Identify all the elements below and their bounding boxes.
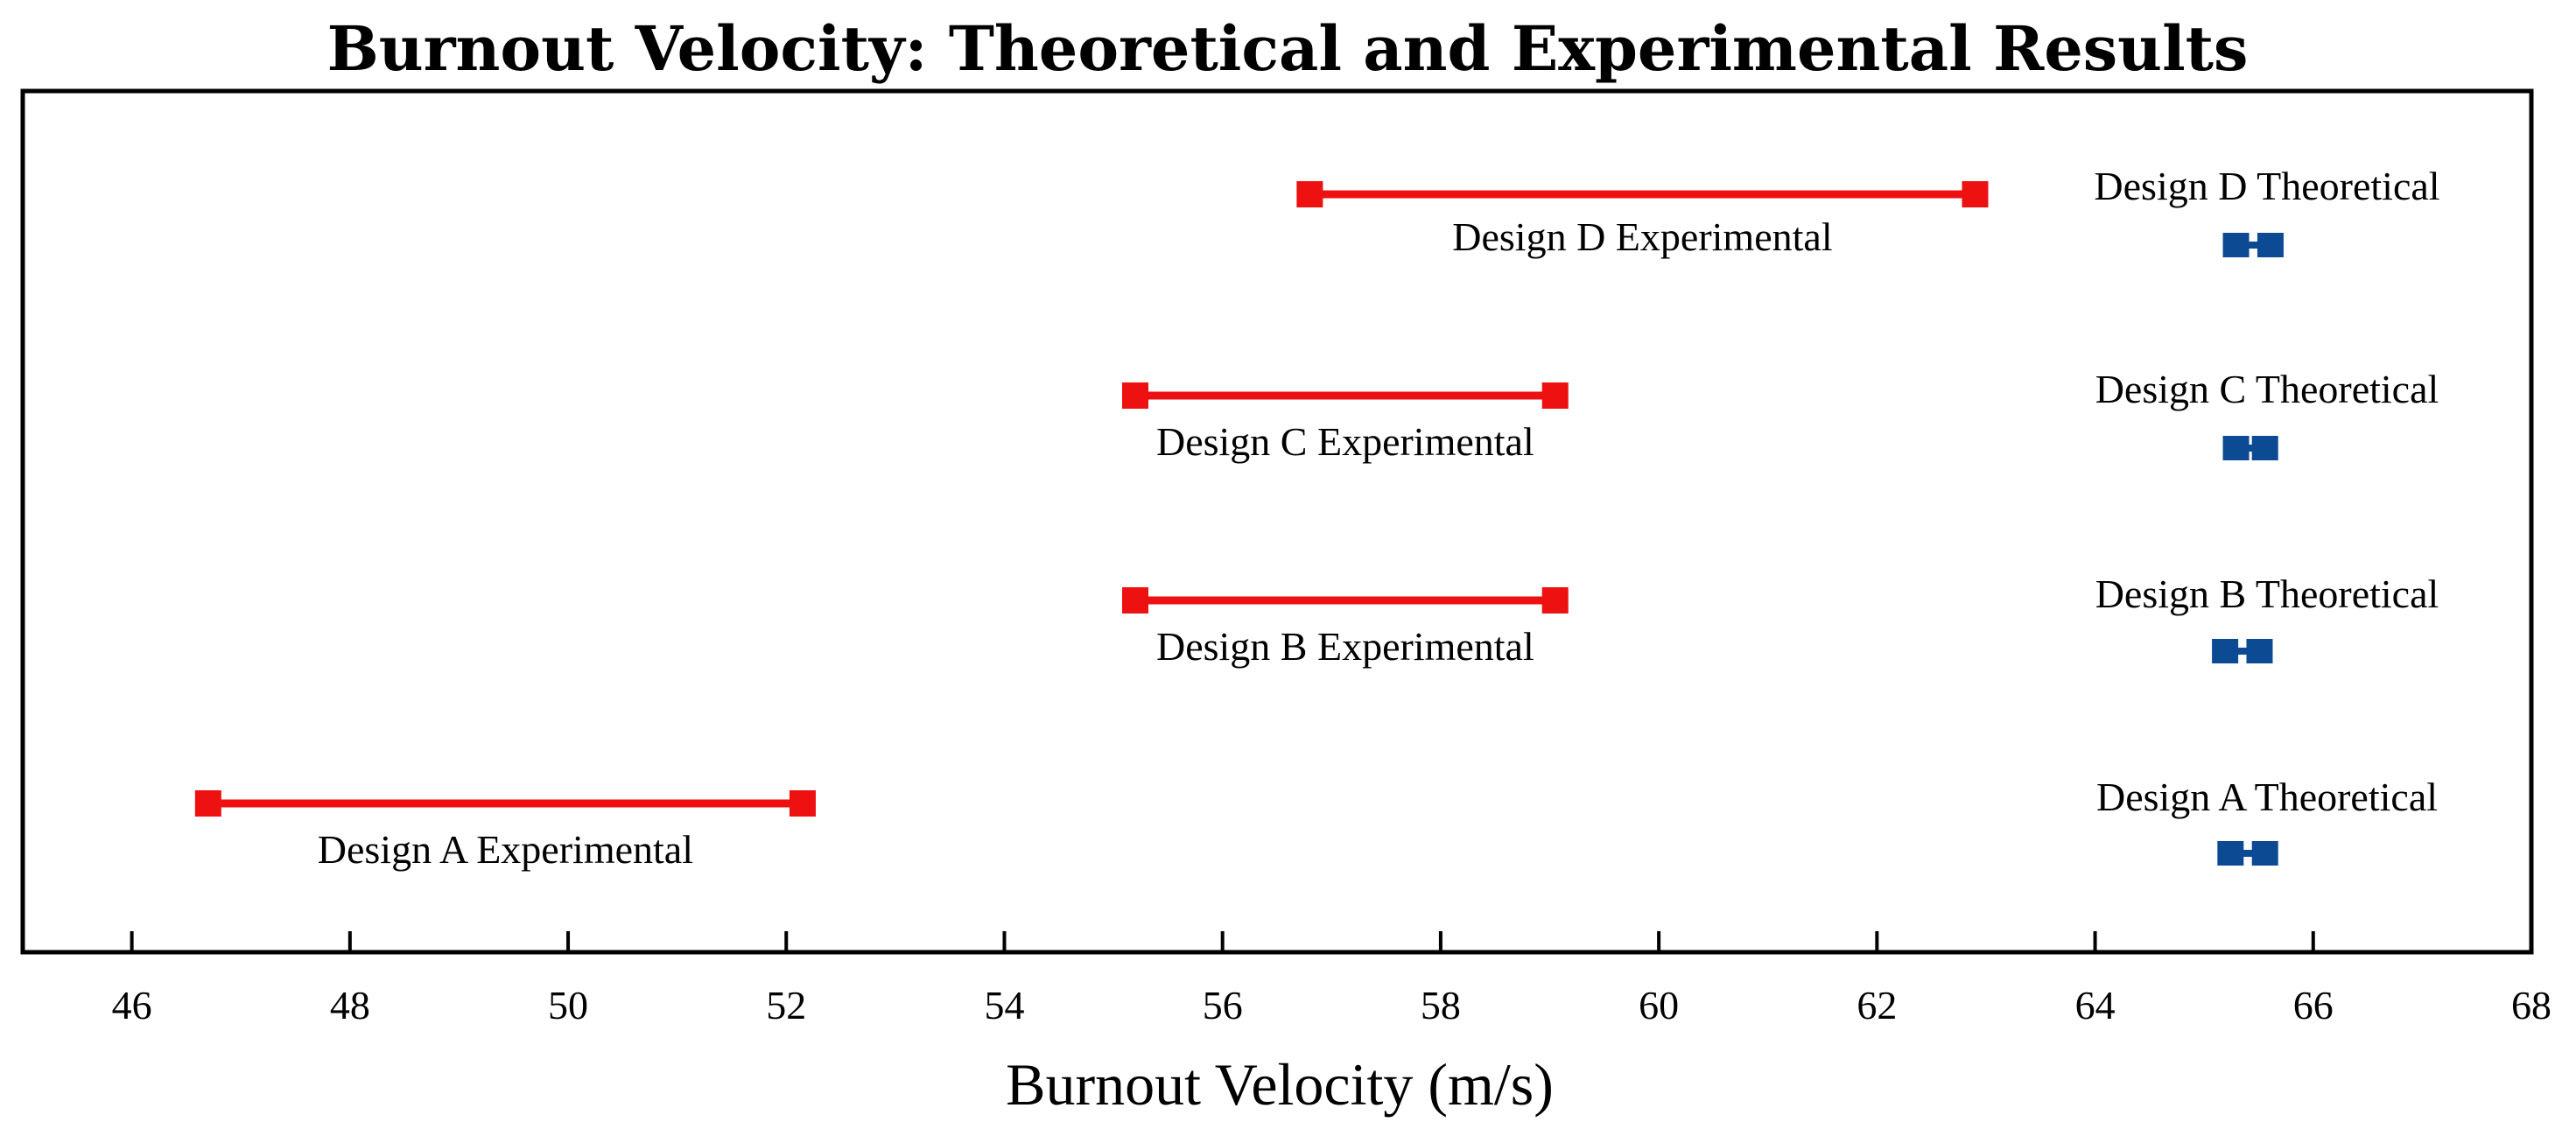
theoretical-series-label: Design B Theoretical [2095, 572, 2439, 616]
experimental-min-marker [1296, 181, 1323, 207]
x-axis-label: Burnout Velocity (m/s) [1006, 1051, 1554, 1118]
x-tick-label: 50 [548, 983, 588, 1027]
experimental-series-label: Design B Experimental [1156, 624, 1534, 669]
theoretical-series-label: Design D Theoretical [2094, 164, 2439, 208]
chart-title: Burnout Velocity: Theoretical and Experi… [327, 12, 2249, 85]
x-tick-label: 52 [766, 983, 806, 1027]
x-tick-label: 66 [2293, 983, 2334, 1027]
theoretical-series-label: Design C Theoretical [2095, 367, 2439, 411]
experimental-series-label: Design A Experimental [318, 827, 693, 872]
chart-marks: Design A Experimental Design B Experiment… [194, 164, 2440, 872]
x-tick-label: 54 [984, 983, 1024, 1027]
theoretical-max-marker [2257, 233, 2284, 257]
x-tick-label: 60 [1639, 983, 1679, 1027]
theoretical-min-marker [2212, 639, 2239, 663]
theoretical-min-marker [2217, 841, 2244, 866]
x-tick-label: 58 [1421, 983, 1461, 1027]
theoretical-max-marker [2251, 841, 2278, 866]
experimental-max-marker [1962, 181, 1989, 207]
theoretical-min-marker [2222, 233, 2250, 257]
experimental-series-label: Design C Experimental [1156, 419, 1534, 464]
experimental-min-marker [1122, 382, 1149, 409]
experimental-max-marker [1541, 382, 1569, 409]
x-tick-label: 46 [112, 983, 152, 1027]
theoretical-min-marker [2222, 436, 2250, 460]
experimental-max-marker [789, 790, 816, 817]
experimental-min-marker [1122, 587, 1149, 614]
x-tick-label: 62 [1857, 983, 1897, 1027]
x-tick-label: 68 [2511, 983, 2551, 1027]
experimental-min-marker [194, 790, 221, 817]
theoretical-max-marker [2246, 639, 2273, 663]
x-tick-label: 48 [330, 983, 370, 1027]
theoretical-max-marker [2251, 436, 2278, 460]
x-tick-label: 56 [1203, 983, 1243, 1027]
experimental-series-label: Design D Experimental [1452, 214, 1832, 259]
plot-frame [20, 88, 2534, 955]
experimental-max-marker [1541, 587, 1569, 614]
theoretical-series-label: Design A Theoretical [2096, 775, 2438, 819]
x-tick-label: 64 [2075, 983, 2116, 1027]
x-axis-ticks [130, 931, 2533, 952]
x-axis-tick-labels: 46 48 50 52 54 56 58 60 62 64 66 68 [112, 983, 2551, 1027]
